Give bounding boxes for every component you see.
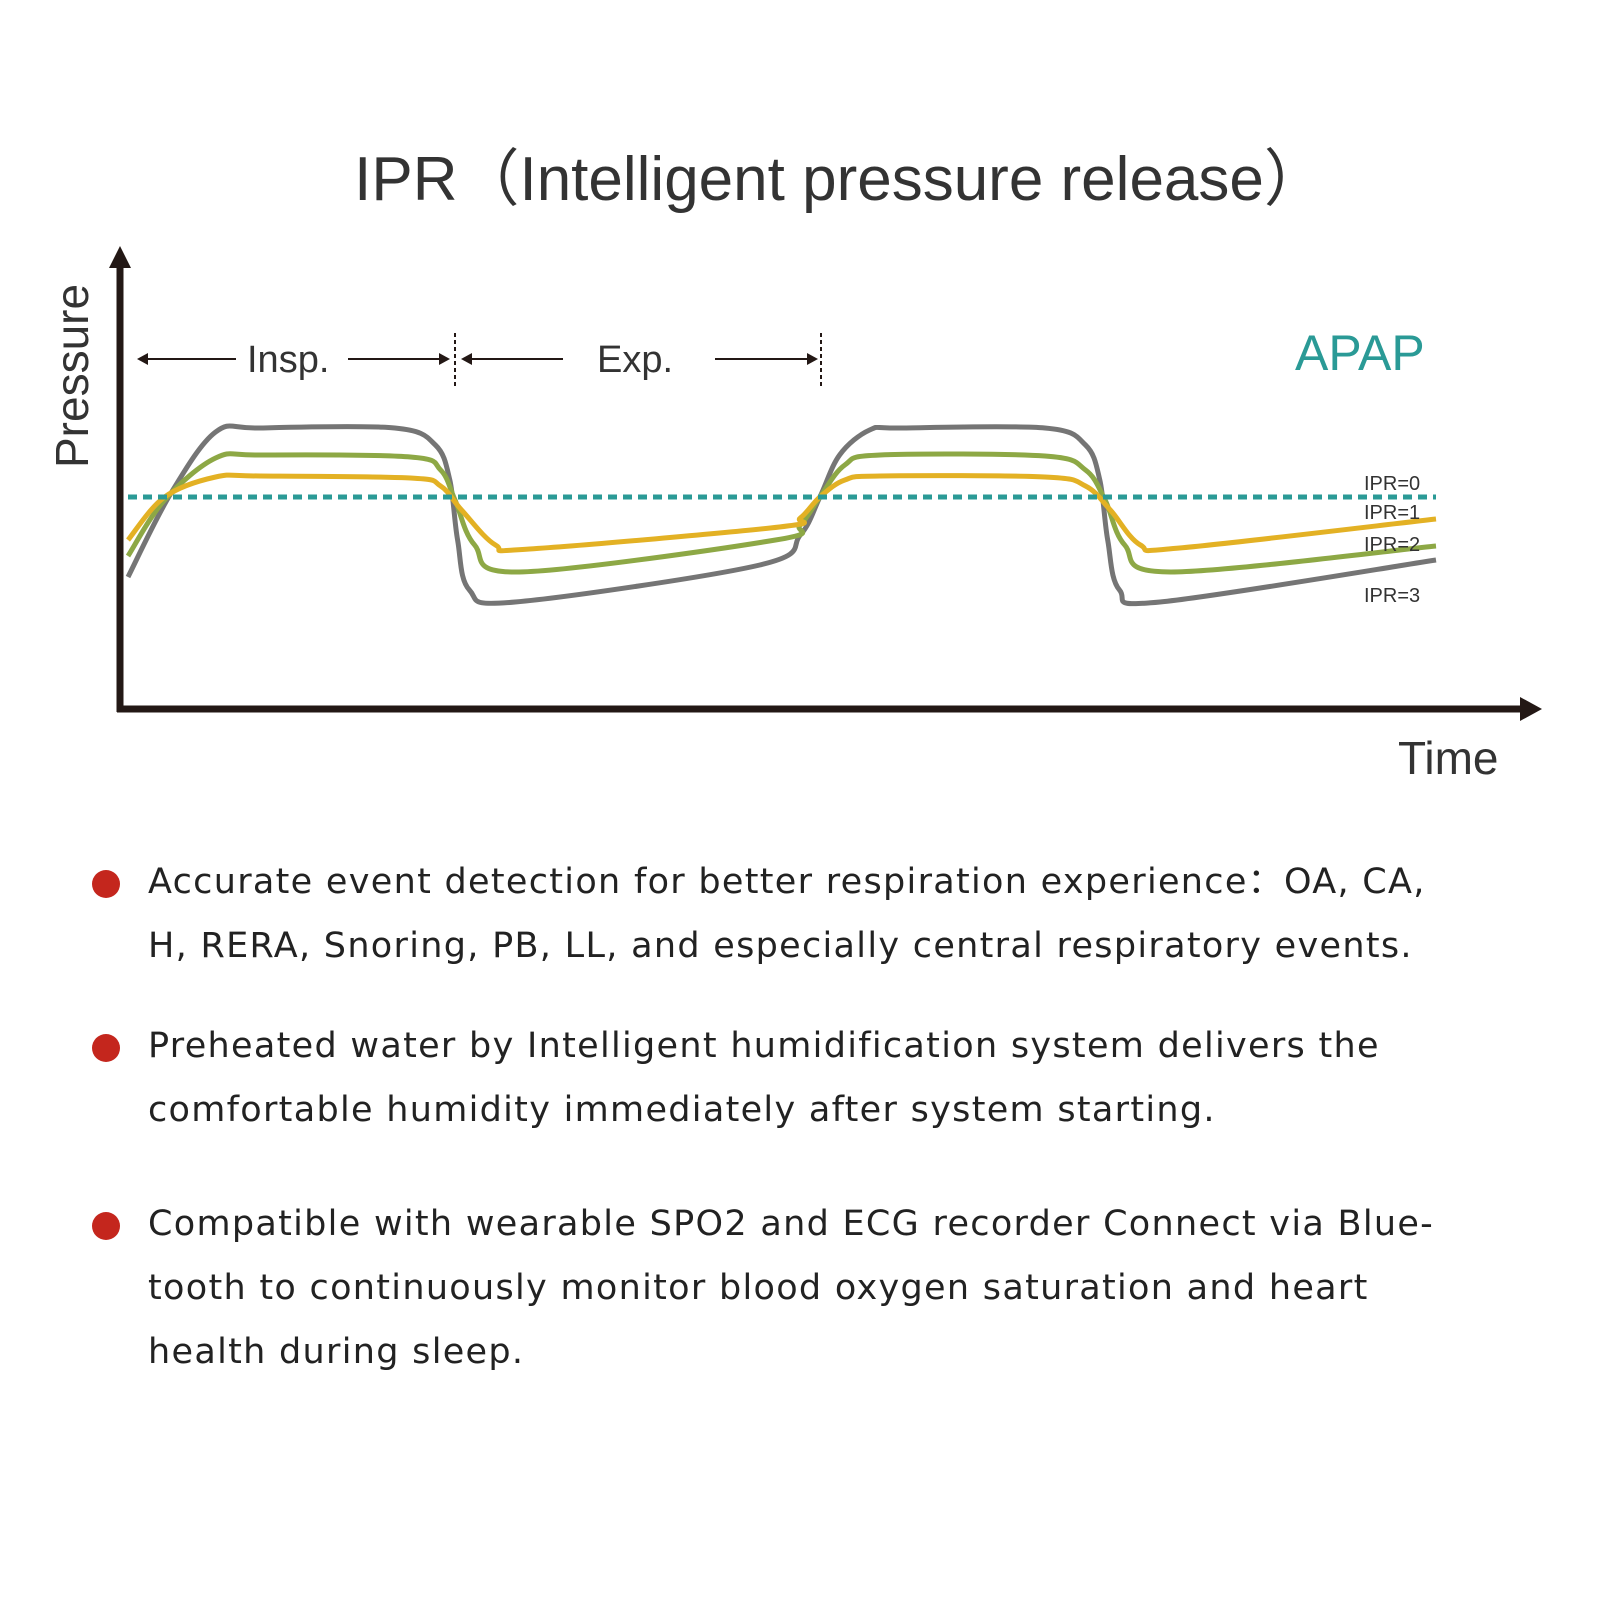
feature-text: Compatible with wearable SPO2 and ECG re… — [148, 1204, 1435, 1244]
chart-title: IPR（Intelligent pressure release） — [354, 145, 1326, 214]
bullet-icon — [92, 1034, 120, 1062]
bullet-icon — [92, 1212, 120, 1240]
feature-item: Preheated water by Intelligent humidific… — [90, 1014, 1570, 1142]
y-axis-arrow-icon — [109, 246, 131, 268]
phase-label-exp: Exp. — [597, 339, 673, 381]
series-line-ipr-1 — [126, 472, 1437, 554]
y-axis-label: Pressure — [46, 284, 98, 468]
phase-label-insp: Insp. — [247, 339, 329, 381]
feature-text: H, RERA, Snoring, PB, LL, and especially… — [148, 926, 1413, 966]
x-axis-arrow-icon — [1520, 697, 1542, 721]
legend-ipr3: IPR=3 — [1364, 585, 1420, 607]
arrow-right-icon — [807, 353, 818, 365]
arrow-left-icon — [137, 353, 148, 365]
arrow-right-icon — [439, 353, 450, 365]
arrow-left-icon — [461, 353, 472, 365]
feature-item: Accurate event detection for better resp… — [90, 850, 1570, 978]
feature-text: comfortable humidity immediately after s… — [148, 1090, 1216, 1130]
series-line-ipr-2 — [125, 451, 1437, 575]
feature-list: Accurate event detection for better resp… — [90, 850, 1570, 1384]
feature-item: Compatible with wearable SPO2 and ECG re… — [90, 1192, 1570, 1384]
legend-ipr0: IPR=0 — [1364, 473, 1420, 495]
feature-text: health during sleep. — [148, 1332, 525, 1372]
feature-text: Preheated water by Intelligent humidific… — [148, 1026, 1380, 1066]
feature-text: tooth to continuously monitor blood oxyg… — [148, 1268, 1369, 1308]
phase-annotations — [137, 333, 822, 386]
x-axis-label: Time — [1398, 732, 1499, 784]
feature-text: Accurate event detection for better resp… — [148, 862, 1426, 902]
legend-ipr1: IPR=1 — [1364, 502, 1420, 524]
mode-label: APAP — [1295, 325, 1425, 381]
bullet-icon — [92, 870, 120, 898]
axes: Pressure Time — [46, 246, 1542, 784]
legend-ipr2: IPR=2 — [1364, 534, 1420, 556]
